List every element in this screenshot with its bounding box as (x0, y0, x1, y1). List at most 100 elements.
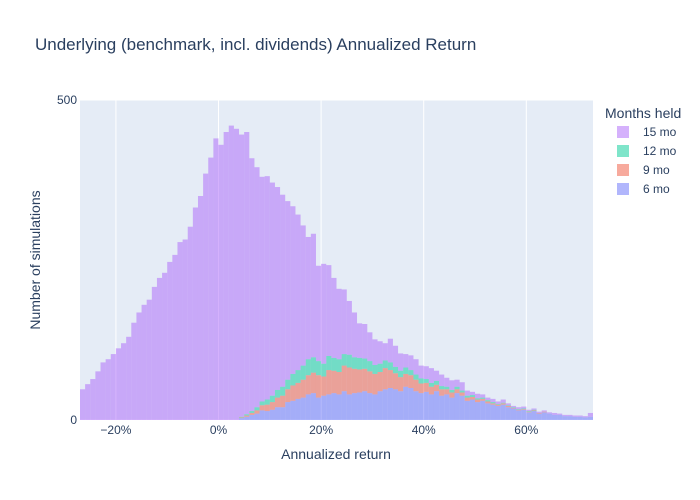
histogram-bar (423, 366, 429, 380)
legend-item[interactable]: 9 mo (617, 163, 670, 177)
histogram-bar (449, 392, 455, 398)
histogram-bar (382, 389, 388, 420)
histogram-bar (244, 415, 250, 417)
bars (80, 125, 593, 421)
histogram-bar (290, 206, 296, 374)
legend-item[interactable]: 15 mo (617, 125, 677, 139)
histogram-bar (536, 411, 542, 413)
histogram-bar (469, 399, 476, 420)
histogram-bar (136, 312, 142, 420)
histogram-bar (290, 373, 296, 386)
histogram-bar (264, 404, 270, 412)
histogram-bar (331, 370, 337, 394)
histogram-bar (321, 263, 327, 364)
histogram-bar (172, 254, 178, 420)
histogram-bar (244, 414, 250, 416)
series-12-mo (239, 354, 537, 418)
histogram-bar (372, 364, 378, 374)
histogram-bar (387, 338, 393, 363)
histogram-bar (377, 341, 383, 364)
histogram-bar (239, 416, 245, 418)
histogram-bar (315, 397, 322, 420)
histogram-bar (387, 362, 393, 371)
x-tick-label: 0% (210, 423, 228, 437)
histogram-bar (362, 324, 368, 359)
histogram-bar (336, 372, 342, 395)
histogram-bar (444, 394, 450, 420)
y-tick-label: 0 (70, 413, 77, 427)
histogram-bar (269, 182, 275, 396)
histogram-bar (398, 370, 404, 378)
histogram-bar (408, 355, 414, 371)
histogram-bar (510, 408, 517, 420)
histogram-bar (444, 389, 450, 395)
histogram-bar (444, 377, 450, 387)
series-6-mo (239, 386, 593, 420)
series-15-mo (80, 125, 593, 421)
histogram-bar (433, 380, 440, 385)
histogram-bar (259, 405, 265, 411)
histogram-bar (146, 299, 152, 420)
histogram-bar (346, 367, 352, 395)
histogram-bar (551, 414, 558, 420)
histogram-bar (321, 376, 327, 396)
histogram-bar (156, 277, 163, 420)
histogram-bar (408, 375, 414, 388)
legend-item[interactable]: 12 mo (617, 144, 677, 158)
histogram-bar (382, 343, 388, 361)
histogram-bar (357, 357, 363, 370)
histogram-bar (126, 336, 132, 420)
histogram-bar (531, 411, 537, 420)
histogram-bar (372, 373, 378, 395)
histogram-bar (536, 413, 542, 420)
histogram-bar (377, 363, 383, 372)
histogram-bar (274, 187, 281, 390)
histogram-bar (372, 339, 378, 365)
x-tick-label: 60% (514, 423, 538, 437)
histogram-bar (269, 395, 275, 403)
histogram-bar (408, 370, 414, 376)
histogram-bar (315, 265, 322, 362)
histogram-bar (557, 414, 563, 420)
histogram-bar (403, 373, 409, 387)
histogram-bar (341, 391, 347, 420)
histogram-bar (449, 380, 455, 390)
legend-item[interactable]: 6 mo (617, 182, 670, 196)
histogram-bar (413, 391, 419, 420)
histogram-bar (577, 416, 583, 420)
histogram-bar (244, 416, 250, 420)
histogram-bar (510, 407, 517, 409)
histogram-bar (413, 359, 419, 375)
histogram-bar (475, 399, 481, 403)
histogram-bar (392, 345, 399, 367)
histogram-bar (162, 272, 168, 420)
legend-title: Months held (605, 105, 681, 121)
y-axis-ticks: 0 500 (57, 93, 77, 427)
histogram-bar (326, 356, 332, 371)
histogram-bar (505, 407, 511, 420)
histogram-bar (290, 385, 296, 401)
histogram-bar (305, 359, 311, 376)
histogram-bar (326, 394, 332, 420)
histogram-bar (326, 370, 332, 395)
histogram-bar (423, 382, 429, 392)
histogram-bar (444, 386, 450, 390)
histogram-bar (141, 304, 147, 420)
histogram-bar (351, 312, 358, 358)
histogram-bar (516, 409, 522, 411)
histogram-bar (280, 194, 286, 387)
histogram-bar (536, 412, 542, 414)
histogram-bar (95, 371, 101, 420)
legend: 15 mo 12 mo 9 mo 6 mo (617, 125, 677, 196)
histogram-bar (480, 394, 486, 398)
histogram-bar (336, 394, 342, 420)
histogram-bar (213, 138, 219, 420)
histogram-bar (464, 397, 470, 401)
histogram-bar (413, 379, 419, 392)
histogram-bar (459, 392, 465, 396)
histogram-bar (403, 386, 409, 420)
histogram-bar (510, 407, 517, 408)
histogram-bar (459, 395, 465, 420)
histogram-bar (485, 400, 491, 402)
